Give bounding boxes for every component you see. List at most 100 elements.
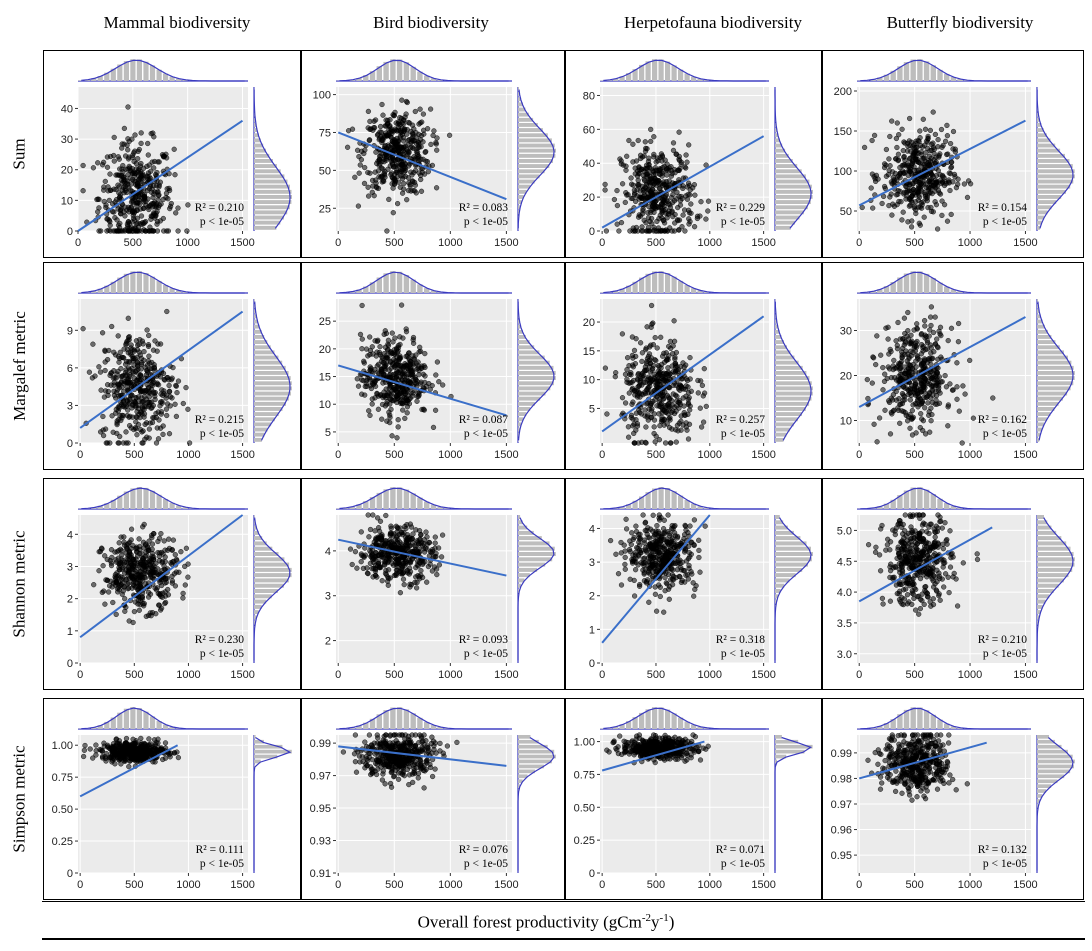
scatter-point [619,395,626,401]
scatter-point [405,188,412,194]
scatter-point [166,431,173,437]
scatter-point [365,193,372,199]
right-histogram-bar [254,427,268,432]
scatter-point [948,211,954,218]
scatter-point [648,126,654,133]
scatter-point [145,594,152,600]
scatter-point [940,142,946,149]
scatter-point [678,384,684,390]
y-tick-label: 0 [67,226,73,238]
trend-line [337,364,507,417]
x-tick-label: 1500 [230,449,254,461]
right-density-curve [517,89,555,229]
scatter-point [405,538,411,544]
scatter-point [113,395,119,401]
scatter-point [676,420,682,426]
scatter-point [120,162,126,169]
scatter-point [173,210,179,216]
scatter-point [121,355,127,361]
y-tick-label: 0 [67,658,73,670]
scatter-point [125,315,131,321]
scatter-point [622,400,629,406]
scatter-point [909,408,916,414]
scatter-point [112,215,118,221]
scatter-point [135,156,141,162]
scatter-point [889,212,895,218]
scatter-point [666,385,673,391]
scatter-point [431,128,437,134]
scatter-point [391,181,398,187]
scatter-point [671,228,678,234]
top-histogram-bar [349,291,355,293]
scatter-point [133,338,140,344]
right-histogram-bar [1037,309,1040,314]
right-histogram-bar [1037,427,1043,432]
scatter-point [116,567,123,573]
right-histogram-bar [775,371,807,375]
right-histogram-bar [254,314,257,319]
scatter-point [145,140,151,147]
scatter-point [642,139,648,145]
trend-line [601,135,765,229]
scatter-point [156,182,162,188]
scatter-point [377,518,384,524]
right-histogram-bar [518,195,524,199]
scatter-point [685,384,691,390]
scatter-point [901,315,908,321]
right-histogram-bar [254,365,286,370]
scatter-point [362,383,368,390]
top-histogram-bar [944,73,950,81]
top-histogram-bar [136,59,142,81]
scatter-point [384,347,391,353]
scatter-point [937,151,943,157]
right-histogram-bar [775,195,813,199]
scatter-point [139,221,145,228]
scatter-point [143,228,149,234]
r-squared-label: R² = 0.154 [978,202,1027,214]
scatter-point [883,325,889,331]
scatter-point [935,136,941,143]
top-histogram-bar [117,495,123,509]
top-histogram-bar [658,271,664,293]
scatter-point [121,379,128,385]
scatter-point [871,421,877,427]
scatter-point [686,216,692,222]
points-group [344,97,453,234]
x-tick-label: 0 [856,237,862,249]
scatter-point [157,399,164,405]
x-tick-label: 0 [335,449,341,461]
scatter-point [925,400,931,406]
scatter-point [939,379,945,385]
scatter-point [625,434,632,440]
scatter-panel: 50 100 150 200 0 500 1000 1500 R² = 0.154 p < 1e-… [822,50,1084,258]
right-histogram-bar [254,396,289,401]
scatter-point [909,199,915,206]
scatter-point [677,400,683,406]
scatter-point [151,134,157,140]
scatter-point [131,609,138,615]
top-histogram-bar [417,71,423,81]
right-histogram-bar [254,562,290,567]
right-histogram-bar [254,583,284,588]
scatter-point [379,158,385,165]
scatter-point [173,413,180,420]
scatter-point [126,380,132,386]
scatter-point [159,387,165,393]
scatter-point [414,393,420,400]
scatter-point [414,538,420,544]
scatter-point [367,526,374,533]
scatter-point [173,382,179,389]
x-tick-label: 1500 [1013,237,1037,249]
top-density-curve [81,59,245,82]
scatter-point [688,201,694,207]
scatter-point [106,197,112,204]
y-tick-label: 3 [67,561,73,573]
scatter-point [410,337,416,343]
scatter-point [99,589,105,596]
scatter-point [398,530,405,536]
scatter-point [697,405,703,411]
top-histogram-bar [930,65,936,81]
